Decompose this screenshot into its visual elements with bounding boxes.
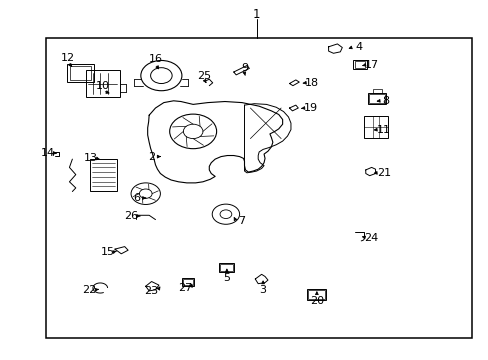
- Bar: [183, 279, 193, 285]
- Bar: [372, 89, 382, 93]
- Text: 2: 2: [148, 152, 155, 162]
- Text: 20: 20: [309, 296, 323, 306]
- Text: 23: 23: [144, 286, 158, 296]
- Bar: [90, 159, 117, 191]
- Text: 3: 3: [259, 285, 266, 295]
- Text: 6: 6: [133, 193, 140, 203]
- Bar: [70, 66, 91, 80]
- Text: 26: 26: [124, 211, 138, 221]
- Text: 25: 25: [197, 71, 211, 81]
- Text: 22: 22: [82, 285, 97, 295]
- Text: 14: 14: [41, 148, 55, 158]
- Text: 11: 11: [376, 125, 390, 135]
- Bar: [352, 60, 366, 69]
- Text: 10: 10: [96, 81, 109, 91]
- Bar: [85, 70, 120, 97]
- Text: 19: 19: [303, 103, 317, 113]
- Bar: [307, 290, 324, 299]
- Bar: [219, 263, 233, 272]
- Bar: [364, 116, 387, 138]
- Bar: [306, 289, 325, 300]
- Bar: [46, 38, 471, 338]
- Text: 18: 18: [305, 78, 318, 88]
- Text: 16: 16: [148, 54, 162, 64]
- Bar: [220, 264, 232, 271]
- Bar: [367, 93, 386, 104]
- Text: 9: 9: [241, 63, 247, 73]
- Bar: [354, 61, 365, 68]
- Text: 8: 8: [382, 96, 389, 106]
- Text: 17: 17: [364, 60, 378, 70]
- Text: 7: 7: [238, 216, 245, 226]
- Text: 27: 27: [177, 283, 192, 293]
- Text: 15: 15: [101, 247, 114, 257]
- Bar: [368, 94, 384, 103]
- Text: 1: 1: [252, 8, 260, 21]
- Text: 12: 12: [61, 53, 74, 63]
- Bar: [67, 64, 94, 82]
- Bar: [182, 278, 194, 286]
- Text: 5: 5: [223, 273, 230, 283]
- Text: 13: 13: [83, 153, 97, 163]
- Text: 4: 4: [355, 42, 362, 52]
- Text: 24: 24: [364, 233, 378, 243]
- Text: 21: 21: [376, 168, 390, 178]
